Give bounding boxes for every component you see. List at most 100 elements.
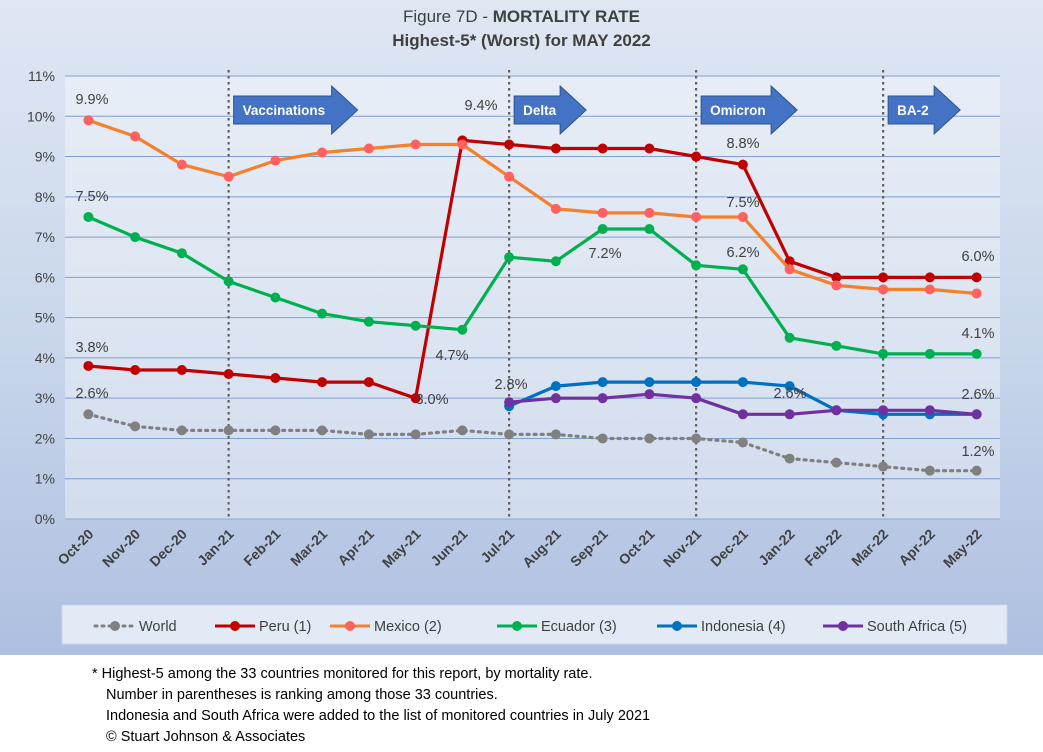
data-label: 7.5% xyxy=(75,189,108,205)
x-tick-label: Jun-21 xyxy=(427,526,470,569)
data-label: 8.8% xyxy=(726,136,759,152)
data-point xyxy=(971,288,982,299)
series-line xyxy=(87,215,977,356)
data-point xyxy=(410,139,421,150)
data-point xyxy=(550,143,561,154)
data-label: 4.1% xyxy=(961,326,994,342)
y-tick-label: 7% xyxy=(35,229,55,245)
data-point xyxy=(971,409,982,420)
x-tick-label: Aug-21 xyxy=(519,526,564,571)
data-point xyxy=(737,377,748,388)
data-point xyxy=(176,364,187,375)
data-point xyxy=(831,280,842,291)
series-line xyxy=(87,118,977,296)
event-arrow-label: Omicron xyxy=(710,103,766,118)
chart-svg: 0%1%2%3%4%5%6%7%8%9%10%11% Oct-20 Nov-20 D… xyxy=(27,68,1008,645)
data-label: 6.0% xyxy=(961,249,994,265)
data-label: 1.2% xyxy=(961,444,994,460)
data-point xyxy=(737,159,748,170)
data-point xyxy=(223,171,234,182)
data-point xyxy=(270,292,281,303)
data-point xyxy=(784,256,795,267)
data-point xyxy=(691,260,702,271)
data-point xyxy=(410,320,421,331)
data-point xyxy=(504,252,515,263)
data-point xyxy=(130,421,141,432)
data-label: 6.2% xyxy=(726,245,759,261)
data-point xyxy=(924,284,935,295)
data-point xyxy=(878,461,889,472)
data-point xyxy=(644,207,655,218)
x-tick-label: Apr-21 xyxy=(334,526,377,569)
data-point xyxy=(924,272,935,283)
data-point xyxy=(971,348,982,359)
x-tick-label: Oct-21 xyxy=(615,526,657,568)
event-arrow xyxy=(700,84,798,136)
data-point xyxy=(737,409,748,420)
x-tick-label: Dec-21 xyxy=(707,526,751,570)
y-axis-ticks: 0% 1% 2% 3% 4% 5% 6% 7% 8% 9% 10% 11% xyxy=(27,68,55,527)
footnote-1: * Highest-5 among the 33 countries monit… xyxy=(92,666,593,682)
data-point xyxy=(83,115,94,126)
plot-background xyxy=(65,76,1000,519)
data-point xyxy=(410,393,421,404)
chart-title-bold: MORTALITY RATE xyxy=(492,7,641,26)
data-point xyxy=(924,465,935,476)
x-tick-label: May-21 xyxy=(379,526,424,571)
data-point xyxy=(784,264,795,275)
data-point xyxy=(223,276,234,287)
data-point xyxy=(644,224,655,235)
data-point xyxy=(270,155,281,166)
y-tick-label: 6% xyxy=(35,269,55,285)
data-point xyxy=(363,377,374,388)
y-tick-label: 9% xyxy=(35,149,55,165)
footnote-2: Number in parentheses is ranking among t… xyxy=(106,687,498,703)
data-point xyxy=(644,377,655,388)
legend-swatch-marker xyxy=(110,621,120,631)
y-tick-label: 2% xyxy=(35,430,55,446)
data-point xyxy=(831,457,842,468)
legend-swatch-marker xyxy=(838,621,848,631)
legend-label: World xyxy=(139,619,177,635)
data-point xyxy=(317,377,328,388)
legend-label: Indonesia (4) xyxy=(701,619,786,635)
data-point xyxy=(504,171,515,182)
data-point xyxy=(550,429,561,440)
event-arrow xyxy=(887,84,961,136)
footnote-3: Indonesia and South Africa were added to… xyxy=(106,708,651,724)
data-point xyxy=(597,433,608,444)
data-point xyxy=(644,389,655,400)
data-point xyxy=(130,131,141,142)
y-tick-label: 11% xyxy=(28,68,55,84)
footnotes: * Highest-5 among the 33 countries monit… xyxy=(92,664,650,748)
data-point xyxy=(176,425,187,436)
x-tick-label: Sep-21 xyxy=(567,526,611,570)
data-point xyxy=(270,425,281,436)
x-tick-label: Nov-20 xyxy=(99,526,143,570)
data-point xyxy=(691,151,702,162)
footnote-copyright: © Stuart Johnson & Associates xyxy=(106,729,306,745)
series-lines xyxy=(83,115,982,476)
data-labels: 9.9% 7.5% 3.8% 2.6% 9.4% 3.0% 4.7% 2.8% 7.2% 8.8%… xyxy=(75,92,994,460)
data-point xyxy=(691,211,702,222)
data-point xyxy=(737,437,748,448)
data-point xyxy=(878,272,889,283)
series-line xyxy=(88,138,977,400)
legend-label: Ecuador (3) xyxy=(541,619,617,635)
data-point xyxy=(83,409,94,420)
data-point xyxy=(691,377,702,388)
data-point xyxy=(644,143,655,154)
data-point xyxy=(924,405,935,416)
event-arrow xyxy=(233,84,359,136)
legend-swatch-marker xyxy=(230,621,240,631)
event-arrow xyxy=(513,84,587,136)
y-tick-label: 5% xyxy=(35,310,55,326)
data-point xyxy=(737,264,748,275)
grid-lines xyxy=(65,75,1000,520)
data-point xyxy=(784,381,795,392)
data-point xyxy=(971,272,982,283)
legend-swatch-marker xyxy=(345,621,355,631)
legend: World Peru (1) Mexico (2) Ecuador (3) Indone… xyxy=(61,604,1008,645)
x-axis-ticks: Oct-20 Nov-20 Dec-20 Jan-21 Feb-21 Mar-21 Apr-… xyxy=(54,526,985,571)
x-tick-label: Feb-21 xyxy=(240,526,283,569)
